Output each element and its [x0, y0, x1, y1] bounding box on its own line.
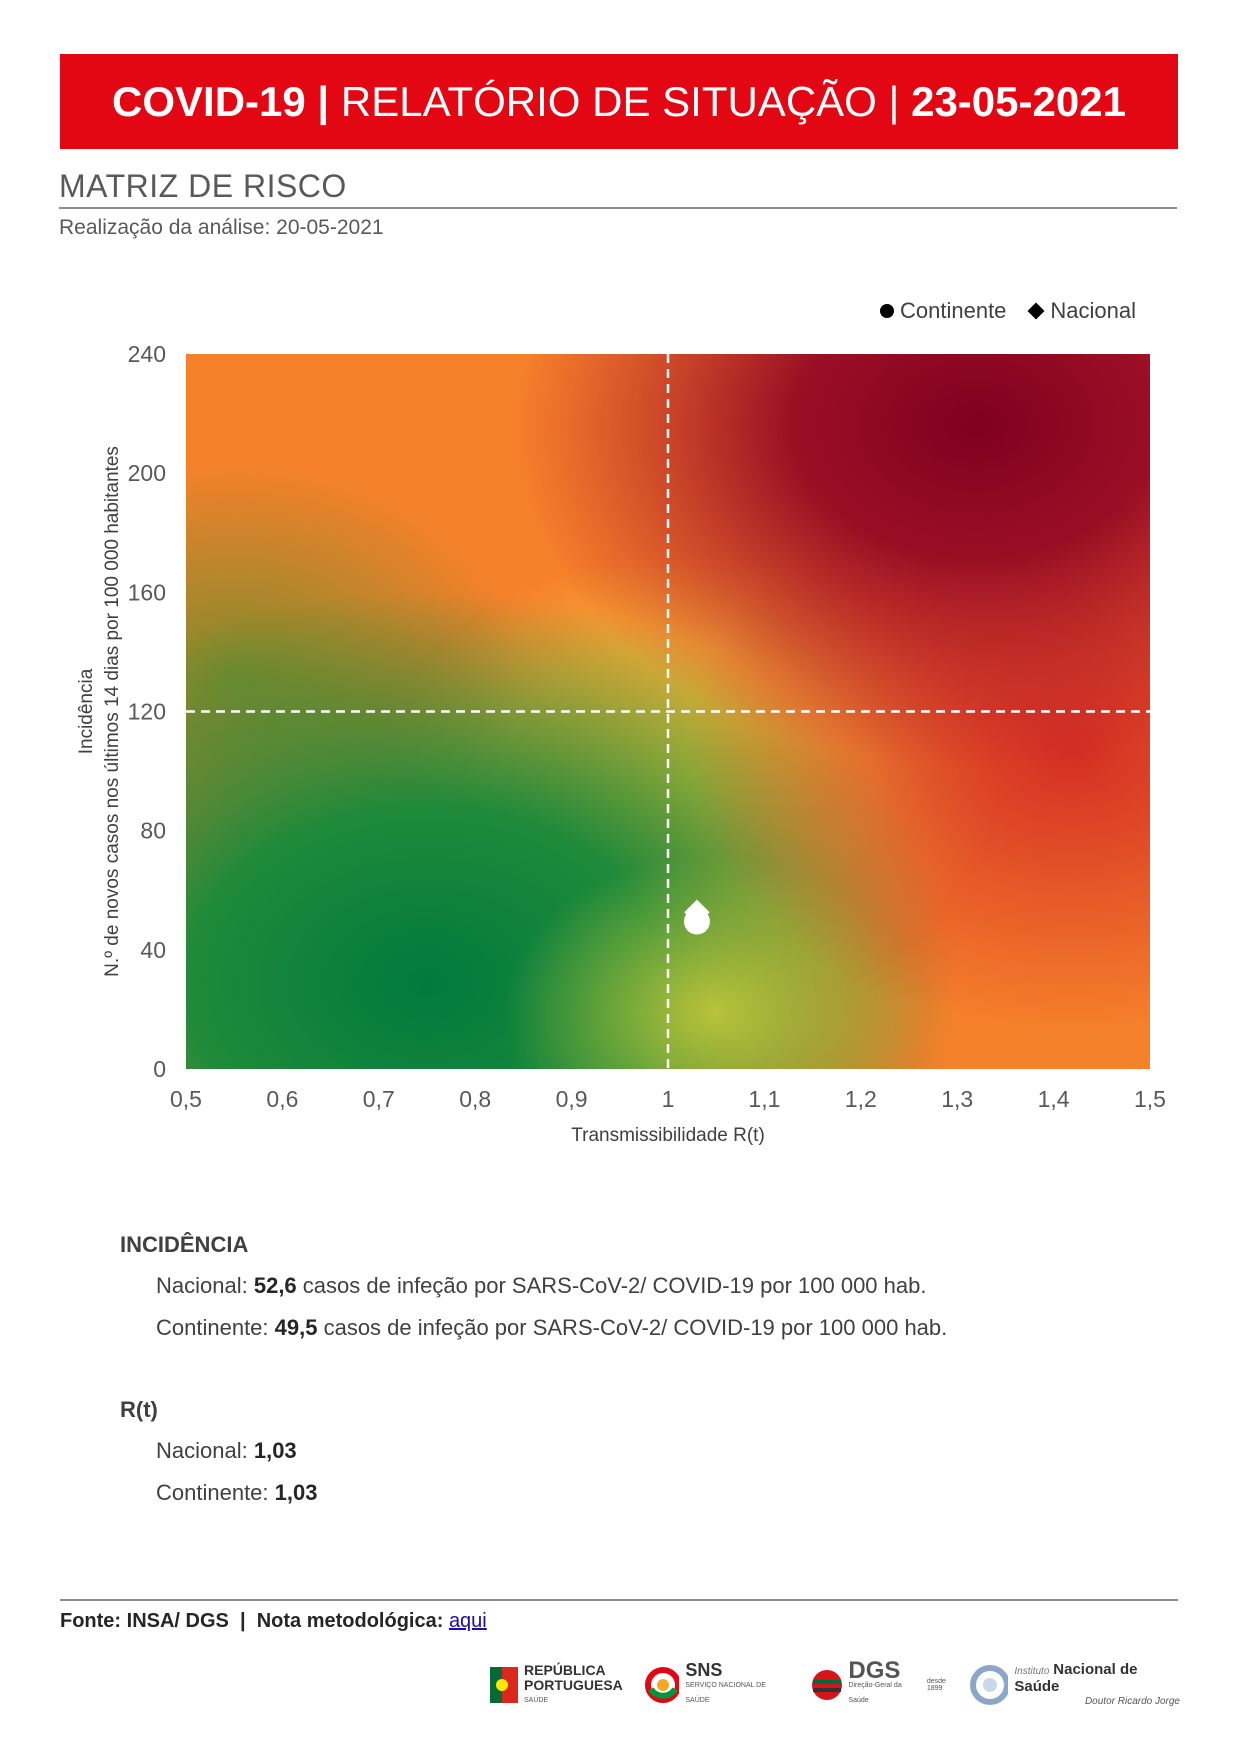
section-title: MATRIZ DE RISCO	[59, 168, 347, 204]
partner-logos: REPÚBLICA PORTUGUESA SAÚDE SNS SERVIÇO NACI…	[490, 1655, 1180, 1715]
insa-logo: Instituto Nacional de Saúde Doutor Ricard…	[969, 1660, 1180, 1709]
banner-covid: COVID-19 |	[112, 77, 330, 125]
insa-name: Nacional de Saúde	[1014, 1660, 1138, 1695]
incidence-continente-label: Continente:	[156, 1315, 275, 1340]
x-axis-label: Transmissibilidade R(t)	[571, 1125, 765, 1146]
point-nacional	[684, 899, 710, 926]
y-tick-label: 80	[140, 818, 166, 844]
incidence-continente: Continente: 49,5 casos de infeção por SA…	[156, 1315, 947, 1341]
y-tick-label: 200	[128, 460, 166, 486]
insa-sub: Doutor Ricardo Jorge	[1084, 1695, 1180, 1707]
rt-heading-text: R(t)	[120, 1397, 158, 1422]
footer-divider	[60, 1599, 1178, 1601]
y-tick-label: 40	[140, 937, 166, 963]
x-tick-label: 0,8	[459, 1086, 491, 1112]
report-banner: COVID-19 | RELATÓRIO DE SITUAÇÃO | 23-05…	[60, 54, 1178, 149]
dgs-sub: Direção-Geral da Saúde	[848, 1681, 902, 1704]
dgs-text: DGS	[848, 1656, 901, 1684]
section-divider	[59, 207, 1177, 209]
republica-line1: REPÚBLICA	[524, 1661, 606, 1678]
incidence-nacional: Nacional: 52,6 casos de infeção por SARS…	[156, 1273, 926, 1299]
dgs-since: desde 1899	[926, 1678, 946, 1692]
legend-nacional-label: Nacional	[1050, 298, 1137, 323]
insa-emblem-icon	[969, 1665, 1009, 1705]
circle-marker-icon	[880, 304, 894, 318]
incidence-continente-value: 49,5	[274, 1315, 318, 1340]
legend-continente-label: Continente	[900, 298, 1007, 323]
footer-source-text: Fonte: INSA/ DGS | Nota metodológica:	[60, 1610, 449, 1632]
portugal-flag-icon	[490, 1667, 518, 1703]
insa-prefix: Instituto	[1014, 1665, 1050, 1677]
rt-nacional-label: Nacional:	[156, 1438, 254, 1463]
rt-nacional-value: 1,03	[253, 1438, 297, 1463]
sns-emblem-icon	[644, 1667, 680, 1703]
chart-legend: Continente Nacional	[880, 298, 1136, 324]
x-tick-label: 1,1	[748, 1086, 780, 1112]
x-tick-label: 0,5	[170, 1086, 202, 1112]
rt-continente-label: Continente:	[156, 1480, 275, 1505]
svg-text:N.º de novos casos nos últimos: N.º de novos casos nos últimos 14 dias p…	[102, 446, 123, 977]
republica-line2: PORTUGUESA	[524, 1676, 623, 1693]
diamond-marker-icon	[1027, 302, 1045, 320]
x-tick-label: 1,3	[941, 1086, 973, 1112]
rt-nacional: Nacional: 1,03	[156, 1438, 297, 1464]
sns-text: SNS	[685, 1659, 723, 1680]
y-tick-label: 240	[128, 341, 166, 367]
svg-text:Incidência: Incidência	[76, 668, 97, 754]
legend-nacional: Nacional	[1027, 298, 1137, 324]
y-tick-label: 160	[128, 579, 166, 605]
x-tick-label: 1,5	[1134, 1086, 1166, 1112]
dgs-logo: DGS Direção-Geral da Saúde desde 1899	[810, 1656, 948, 1708]
incidence-nacional-suffix: casos de infeção por SARS-CoV-2/ COVID-1…	[296, 1273, 927, 1298]
y-tick-label: 120	[128, 699, 166, 725]
dgs-emblem-icon	[811, 1670, 842, 1700]
incidence-continente-suffix: casos de infeção por SARS-CoV-2/ COVID-1…	[317, 1315, 948, 1340]
y-tick-label: 0	[153, 1056, 166, 1082]
x-tick-label: 1	[662, 1086, 675, 1112]
incidence-heading: INCIDÊNCIA	[120, 1232, 248, 1258]
methodology-link[interactable]: aqui	[448, 1610, 487, 1632]
banner-date: 23-05-2021	[911, 77, 1126, 125]
sns-logo: SNS SERVIÇO NACIONAL DE SAÚDE	[644, 1659, 788, 1708]
incidence-nacional-value: 52,6	[253, 1273, 297, 1298]
republica-portuguesa-logo: REPÚBLICA PORTUGUESA SAÚDE	[490, 1661, 623, 1708]
rt-continente-value: 1,03	[274, 1480, 318, 1505]
legend-continente: Continente	[880, 298, 1006, 324]
x-tick-label: 1,4	[1038, 1086, 1070, 1112]
x-tick-label: 1,2	[845, 1086, 877, 1112]
y-axis-label: Incidência N.º de novos casos nos último…	[76, 446, 123, 977]
banner-report: RELATÓRIO DE SITUAÇÃO |	[340, 77, 900, 125]
incidence-heading-text: INCIDÊNCIA	[120, 1232, 249, 1257]
x-tick-label: 0,9	[556, 1086, 588, 1112]
risk-matrix-chart: 0,5 0,6 0,7 0,8 0,9 1 1,1 1,2 1,3 1,4 1,5 0 40 80 120…	[76, 341, 1166, 1146]
x-tick-label: 0,6	[266, 1086, 298, 1112]
republica-sub: SAÚDE	[524, 1696, 549, 1704]
x-tick-label: 0,7	[363, 1086, 395, 1112]
sns-sub: SERVIÇO NACIONAL DE SAÚDE	[685, 1681, 766, 1704]
rt-heading: R(t)	[120, 1397, 158, 1423]
incidence-nacional-label: Nacional:	[156, 1273, 254, 1298]
footer-source: Fonte: INSA/ DGS | Nota metodológica: aq…	[60, 1610, 487, 1633]
analysis-date: Realização da análise: 20-05-2021	[59, 216, 384, 239]
rt-continente: Continente: 1,03	[156, 1480, 317, 1506]
